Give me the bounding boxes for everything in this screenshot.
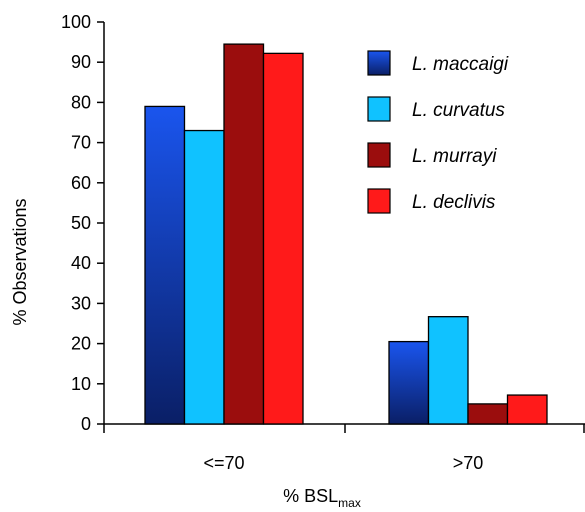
x-category-label: >70 bbox=[453, 453, 484, 473]
x-axis: <=70 >70 bbox=[103, 423, 585, 473]
x-axis-title: % BSLmax bbox=[283, 486, 361, 510]
y-tick-label: 30 bbox=[71, 293, 91, 313]
legend-label: L. murrayi bbox=[412, 146, 497, 167]
x-axis-title-subscript: max bbox=[338, 496, 361, 510]
y-tick-label: 80 bbox=[71, 92, 91, 112]
bar bbox=[223, 43, 265, 425]
legend: L. maccaigi L. curvatus L. murrayi L. decli… bbox=[367, 50, 509, 214]
bar bbox=[183, 129, 225, 425]
y-tick-label: 90 bbox=[71, 52, 91, 72]
y-tick-label: 40 bbox=[71, 253, 91, 273]
legend-label: L. curvatus bbox=[412, 100, 505, 121]
legend-swatch bbox=[367, 188, 391, 214]
legend-swatch bbox=[367, 142, 391, 168]
y-tick-label: 60 bbox=[71, 173, 91, 193]
bar bbox=[467, 403, 509, 425]
y-tick-label: 20 bbox=[71, 334, 91, 354]
legend-swatch bbox=[367, 50, 391, 76]
bars bbox=[144, 43, 548, 425]
legend-swatch bbox=[367, 96, 391, 122]
x-category-label: <=70 bbox=[203, 453, 244, 473]
y-tick-label: 100 bbox=[61, 12, 91, 32]
bar bbox=[388, 340, 430, 425]
y-tick-label: 10 bbox=[71, 374, 91, 394]
legend-label: L. declivis bbox=[412, 192, 496, 213]
y-axis-title: % Observations bbox=[10, 198, 30, 325]
y-tick-label: 0 bbox=[81, 414, 91, 434]
bar bbox=[506, 394, 548, 425]
bar bbox=[144, 105, 186, 425]
bar bbox=[262, 52, 304, 425]
legend-label: L. maccaigi bbox=[412, 54, 509, 75]
bar bbox=[427, 316, 469, 425]
y-axis: 0 10 20 30 40 50 60 70 80 90 100 bbox=[61, 12, 105, 434]
x-axis-title-main: % BSL bbox=[283, 486, 338, 506]
y-tick-label: 50 bbox=[71, 213, 91, 233]
y-tick-label: 70 bbox=[71, 133, 91, 153]
